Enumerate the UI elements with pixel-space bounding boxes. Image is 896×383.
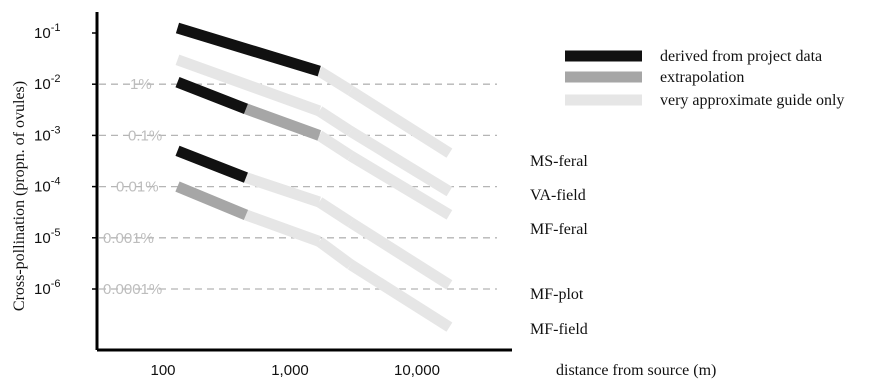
axes [95,12,512,352]
series-mf-field-segment [315,236,354,269]
y-tick-exponent: -2 [51,73,61,85]
series-label-va-field: VA-field [530,187,586,204]
legend-label-derived: derived from project data [660,48,822,65]
y-tick-label: 10-4 [34,176,60,196]
y-tick-base: 10 [34,127,51,144]
y-tick-label: 10-2 [34,73,60,93]
y-tick-base: 10 [34,281,51,298]
series-mf-feral-segment [175,76,248,114]
x-tick-labels: 100 1,000 10,000 [150,362,439,379]
y-tick-label: 10-5 [34,227,60,247]
legend-label-guide: very approximate guide only [660,92,844,109]
series-label-ms-feral: MS-feral [530,153,588,170]
percent-label: 1% [130,76,152,93]
y-tick-base: 10 [34,25,51,42]
y-tick-exponent: -4 [51,176,61,188]
y-tick-exponent: -1 [51,22,61,34]
percent-labels: 1% 0.1% 0.01% 0.001% 0.0001% [103,76,162,298]
y-tick-exponent: -3 [51,124,61,136]
series-label-mf-plot: MF-plot [530,286,584,303]
series-va-field-segment [175,54,322,117]
x-tick-label: 10,000 [394,362,440,379]
x-tick-label: 1,000 [271,362,309,379]
x-axis-title: distance from source (m) [556,362,716,379]
series-labels: MS-feral VA-field MF-feral MF-plot MF-field [530,153,588,338]
y-tick-label: 10-6 [34,278,60,298]
series-mf-feral-segment [347,151,453,220]
percent-label: 0.1% [128,127,162,144]
series-mf-field-segment [175,181,249,220]
percent-label: 0.001% [103,230,154,247]
series-mf-field-segment [347,259,453,332]
y-tick-exponent: -6 [51,278,61,290]
y-tick-labels: 10-110-210-310-410-510-6 [34,22,97,298]
series-mf-field-segment [244,209,322,247]
series-ms-feral-segment [175,22,321,77]
y-tick-base: 10 [34,179,51,196]
series-mf-plot-segment [316,197,354,227]
y-tick-base: 10 [34,76,51,93]
legend: derived from project data extrapolation ve… [565,48,844,109]
y-tick-label: 10-1 [34,22,60,42]
series-mf-feral-segment [316,130,354,161]
series-ms-feral-segment [316,66,354,96]
series-mf-plot-segment [347,217,453,290]
percent-label: 0.0001% [103,281,162,298]
series-label-mf-field: MF-field [530,321,588,338]
series-mf-plot-segment [244,172,322,208]
y-tick-exponent: -5 [51,227,61,239]
series-va-field-segment [316,106,354,136]
percent-label: 0.01% [116,179,159,196]
series-ms-feral-segment [347,85,453,158]
legend-label-extrap: extrapolation [660,69,744,86]
y-tick-base: 10 [34,230,51,247]
series-mf-plot-segment [175,145,248,183]
y-tick-label: 10-3 [34,124,60,144]
series-va-field-segment [347,126,453,197]
series-mf-feral-segment [244,103,322,141]
series-layer [175,22,453,332]
series-label-mf-feral: MF-feral [530,221,588,238]
x-tick-label: 100 [150,362,175,379]
y-axis-title: Cross-pollination (propn. of ovules) [11,81,28,311]
